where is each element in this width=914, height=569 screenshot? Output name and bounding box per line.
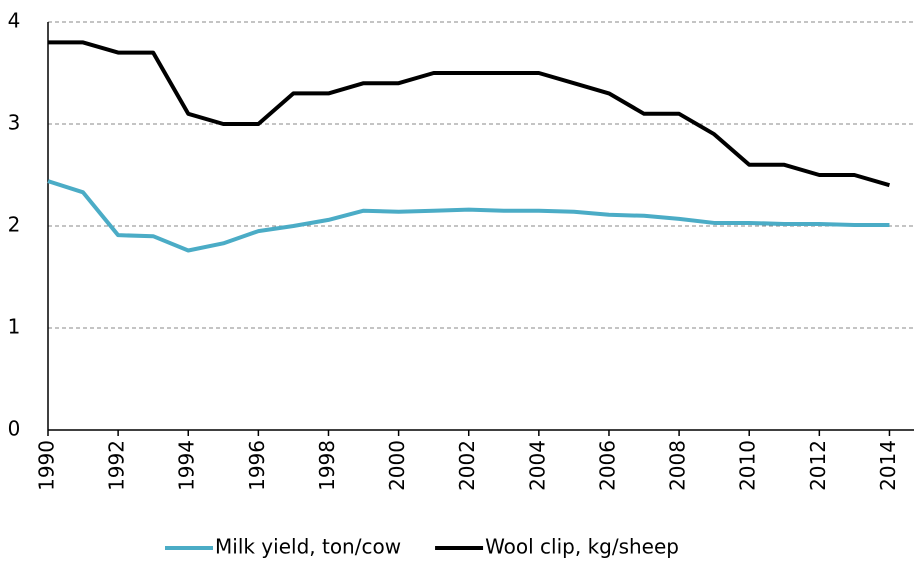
x-tick-label: 1994: [175, 440, 199, 491]
x-tick-label: 2006: [595, 440, 619, 491]
x-tick-label: 2012: [806, 440, 830, 491]
y-tick-label: 0: [8, 417, 21, 441]
x-tick-label: 1996: [245, 440, 269, 491]
x-tick-label: 2000: [385, 440, 409, 491]
legend-label: Milk yield, ton/cow: [215, 535, 401, 559]
y-tick-label: 3: [8, 111, 21, 135]
data-line: [48, 40, 891, 188]
legend: Milk yield, ton/cow Wool clip, kg/sheep: [165, 535, 679, 559]
x-tick-label: 1992: [105, 440, 129, 491]
x-tick-label: 1990: [35, 440, 59, 491]
x-tick-label: 2008: [666, 440, 690, 491]
x-tick-label: 2004: [525, 440, 549, 491]
data-line: [47, 179, 890, 253]
y-tick-label: 1: [8, 315, 21, 339]
x-tick-label: 2002: [455, 440, 479, 491]
y-tick-label: 2: [8, 213, 21, 237]
y-tick-label: 4: [8, 9, 21, 33]
legend-label: Wool clip, kg/sheep: [485, 535, 679, 559]
x-tick-label: 1998: [315, 440, 339, 491]
x-tick-label: 2014: [876, 440, 900, 491]
x-tick-label: 2010: [736, 440, 760, 491]
